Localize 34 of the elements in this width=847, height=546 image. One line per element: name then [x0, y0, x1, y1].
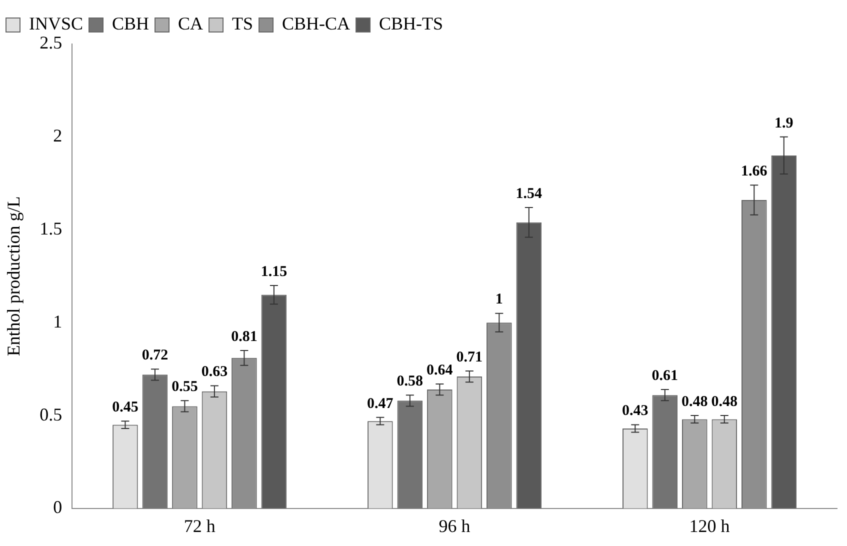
y-tick-label: 0.5	[40, 404, 62, 424]
data-label: 0.43	[622, 403, 648, 420]
data-label: 0.61	[652, 368, 678, 384]
legend-label: CBH-TS	[379, 14, 444, 34]
data-label: 0.71	[456, 349, 483, 366]
y-tick-label: 0	[53, 497, 62, 518]
data-label: 0.47	[367, 396, 394, 412]
data-label: 0.48	[682, 394, 708, 410]
y-tick-label: 2.5	[40, 32, 62, 53]
legend-label: INVSC	[29, 14, 84, 34]
legend-label: TS	[232, 14, 254, 34]
legend-label: CBH-CA	[282, 14, 350, 34]
data-label: 0.63	[201, 364, 228, 380]
data-label: 0.81	[231, 328, 258, 345]
data-label: 1	[495, 292, 503, 308]
y-tick-label: 1.5	[40, 218, 62, 238]
data-label: 0.72	[142, 347, 168, 364]
x-tick-label: 96 h	[438, 516, 470, 536]
data-label: 1.9	[774, 115, 794, 132]
y-axis-title: Enthol production g/L	[4, 196, 24, 356]
y-tick-label: 1	[53, 311, 62, 332]
data-label: 1.54	[516, 186, 543, 202]
data-label: 0.64	[426, 362, 454, 378]
legend-label: CBH	[112, 14, 150, 34]
data-label: 1.15	[260, 264, 288, 280]
x-tick-label: 72 h	[184, 516, 216, 536]
data-label: 0.58	[396, 373, 424, 390]
data-label: 1.66	[741, 164, 768, 180]
legend-label: CA	[178, 14, 204, 34]
y-tick-label: 2	[53, 126, 62, 146]
x-tick-label: 120 h	[689, 516, 730, 536]
data-label: 0.45	[112, 399, 138, 416]
data-label: 0.48	[711, 394, 738, 410]
data-label: 0.55	[172, 379, 198, 396]
